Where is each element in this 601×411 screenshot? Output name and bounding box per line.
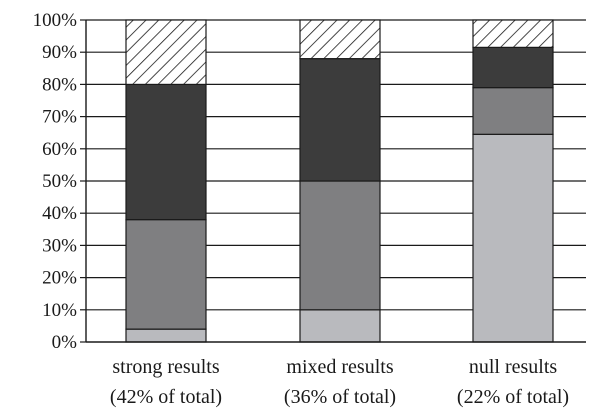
category-share-label: (42% of total) (110, 386, 222, 408)
bar-segment (125, 328, 207, 343)
y-tick-label: 10% (42, 300, 77, 321)
bar-segment (472, 87, 554, 135)
category-label: null results (469, 356, 558, 378)
y-tick-label: 60% (42, 139, 77, 160)
bar-segment (125, 83, 207, 221)
y-tick-label: 100% (33, 10, 78, 31)
category-label: strong results (112, 356, 219, 378)
y-tick-label: 30% (42, 235, 77, 256)
bar-segment (472, 133, 554, 343)
bar-segment (299, 309, 381, 343)
bar-segment (125, 219, 207, 330)
y-tick-label: 90% (42, 42, 77, 63)
y-axis-tick-labels: 0% 10% 20% 30% 40% 50% 60% 70% 80% 90% 100% (33, 10, 86, 353)
category-share-label: (22% of total) (457, 386, 569, 408)
y-tick-label: 80% (42, 74, 77, 95)
x-axis-category-labels: strong results (42% of total) mixed result… (110, 356, 569, 408)
category-label: mixed results (286, 356, 393, 378)
bar-segment (299, 19, 381, 60)
y-tick-label: 50% (42, 171, 77, 192)
bar-segment (299, 180, 381, 311)
axes (85, 20, 586, 343)
y-tick-label: 70% (42, 107, 77, 128)
y-tick-label: 40% (42, 203, 77, 224)
bar-segment (472, 46, 554, 89)
y-tick-label: 0% (52, 332, 78, 353)
bar-segment (125, 19, 207, 86)
bar-segment (472, 19, 554, 48)
bars (125, 19, 554, 343)
y-tick-label: 20% (42, 268, 77, 289)
bar-segment (299, 58, 381, 182)
category-share-label: (36% of total) (284, 386, 396, 408)
